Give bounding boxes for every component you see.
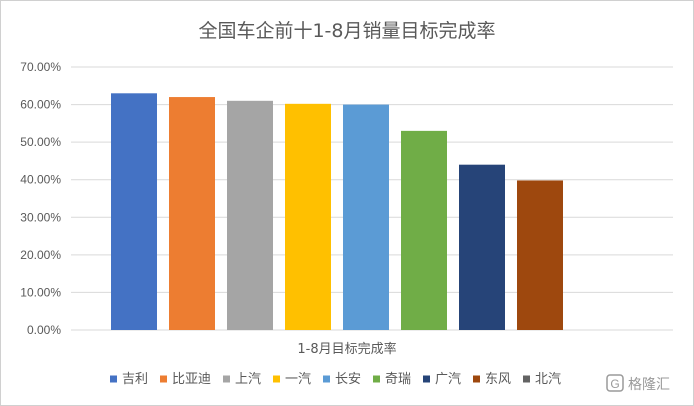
legend-item: 长安 — [323, 372, 361, 387]
y-tick-label: 10.00% — [20, 285, 61, 299]
y-tick-label: 70.00% — [20, 60, 61, 74]
y-tick-label: 30.00% — [20, 210, 61, 224]
chart-title: 全国车企前十1-8月销量目标完成率 — [198, 20, 495, 42]
bar-1 — [111, 93, 157, 330]
svg-text:G: G — [610, 377, 619, 391]
legend-item: 北汽 — [523, 372, 561, 387]
legend-item: 奇瑞 — [373, 371, 411, 387]
x-axis-label: 1-8月目标完成率 — [297, 341, 396, 357]
legend-swatch — [373, 375, 380, 383]
bars — [111, 93, 563, 330]
y-tick-label: 20.00% — [20, 248, 61, 262]
legend-swatch — [323, 375, 330, 383]
legend-label: 上汽 — [235, 372, 261, 387]
legend-item: 广汽 — [423, 372, 461, 387]
legend-swatch — [110, 375, 117, 383]
bar-6 — [401, 130, 447, 330]
bar-7 — [459, 164, 505, 330]
y-tick-label: 60.00% — [20, 98, 61, 112]
watermark: G 格隆汇 — [606, 374, 670, 393]
bar-8 — [517, 180, 563, 330]
bar-2 — [169, 97, 215, 330]
y-tick-label: 50.00% — [20, 135, 61, 149]
legend: 吉利 比亚迪 上汽 一汽 长安 奇瑞 广汽 东风 北汽 — [110, 371, 561, 387]
legend-swatch — [273, 375, 280, 383]
legend-label: 广汽 — [435, 372, 461, 387]
legend-item: 上汽 — [223, 372, 261, 387]
legend-item: 东风 — [473, 372, 511, 387]
legend-label: 长安 — [335, 372, 361, 387]
legend-swatch — [223, 375, 230, 383]
legend-swatch — [160, 375, 167, 383]
bar-4 — [285, 103, 331, 330]
legend-swatch — [523, 375, 530, 383]
legend-label: 一汽 — [285, 372, 311, 387]
watermark-logo-icon: G — [606, 374, 624, 392]
y-axis-ticks: 0.00% 10.00% 20.00% 30.00% 40.00% 50.00% 60.00… — [20, 60, 61, 337]
legend-label: 吉利 — [122, 372, 148, 387]
legend-swatch — [423, 375, 430, 383]
legend-item: 一汽 — [273, 372, 311, 387]
legend-label: 比亚迪 — [172, 372, 211, 387]
legend-label: 北汽 — [535, 372, 561, 387]
bar-3 — [227, 100, 273, 330]
legend-label: 东风 — [485, 372, 511, 387]
legend-label: 奇瑞 — [385, 371, 411, 387]
y-tick-label: 0.00% — [27, 323, 61, 337]
watermark-text: 格隆汇 — [628, 377, 670, 393]
legend-item: 比亚迪 — [160, 372, 211, 387]
legend-item: 吉利 — [110, 372, 148, 387]
y-tick-label: 40.00% — [20, 173, 61, 187]
legend-swatch — [473, 375, 480, 383]
bar-5 — [343, 104, 389, 330]
